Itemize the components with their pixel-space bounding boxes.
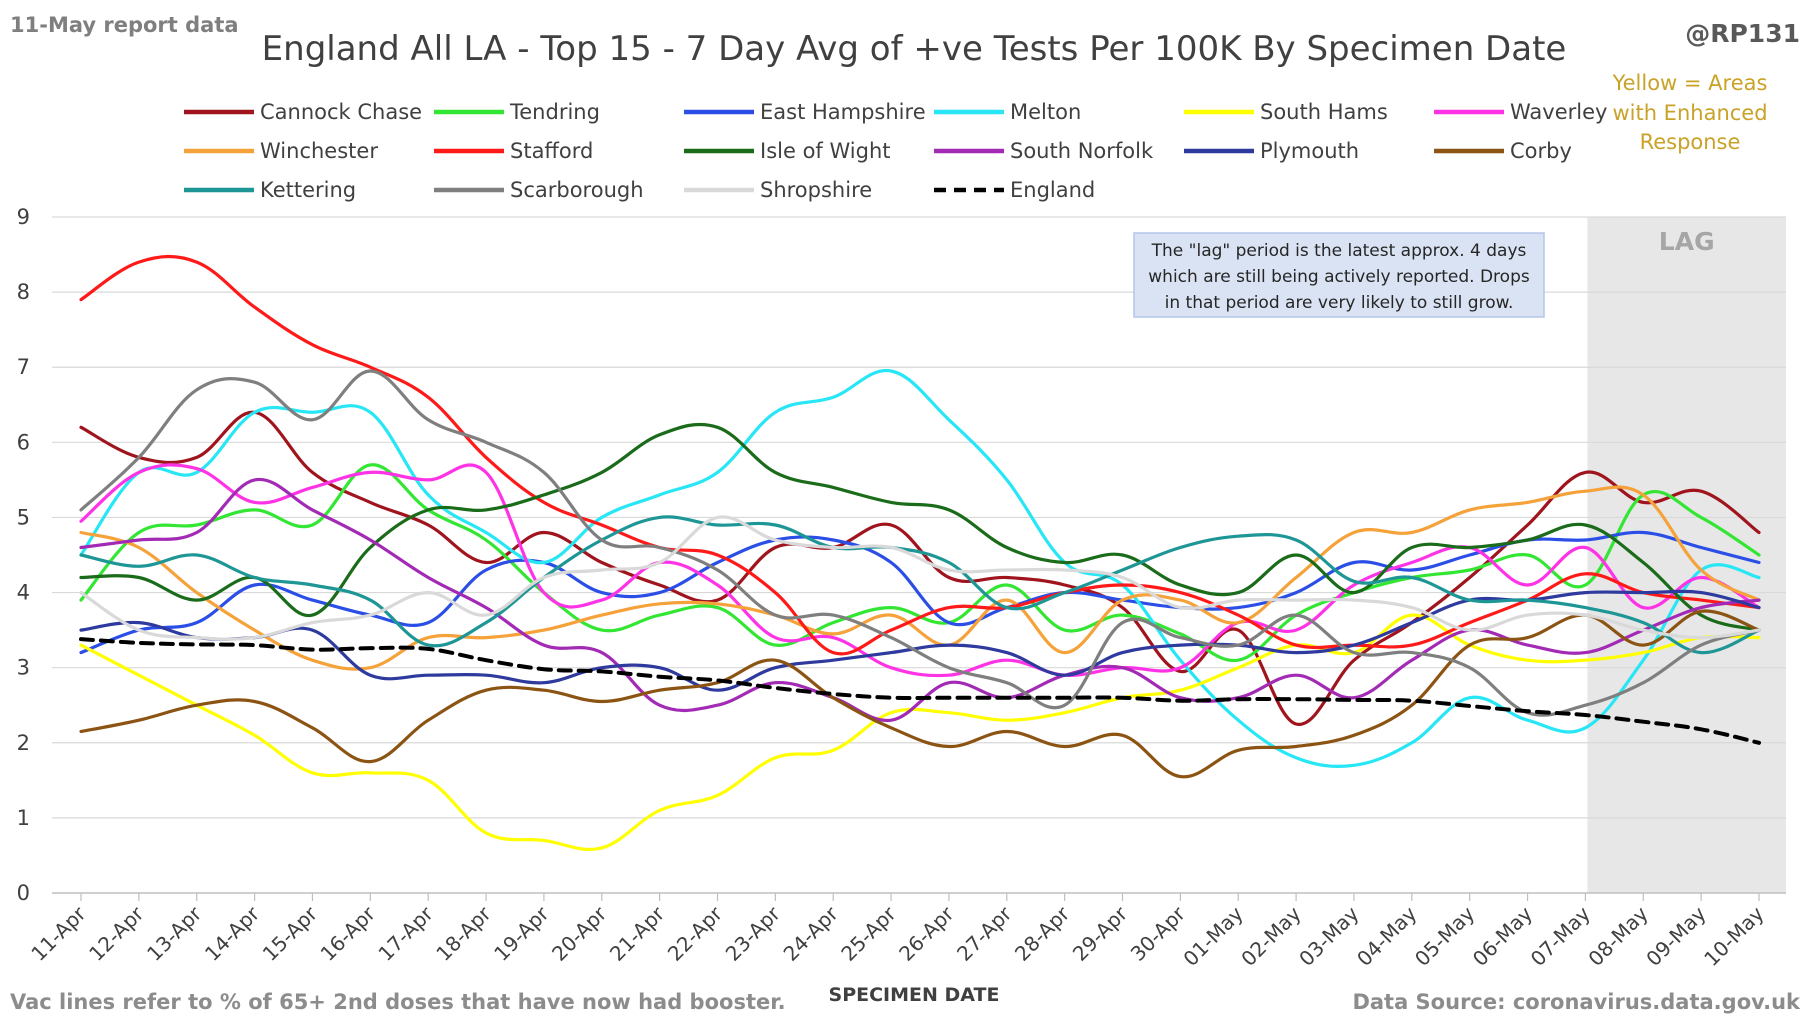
footer-data-source: Data Source: coronavirus.data.gov.uk <box>1352 990 1801 1014</box>
y-tick-label: 3 <box>17 656 30 680</box>
author-handle: @RP131 <box>1685 19 1800 48</box>
lag-note-background <box>1133 232 1545 318</box>
lag-note-line-3: in that period are very likely to still … <box>1165 293 1514 313</box>
series-line-waverley <box>79 463 1761 678</box>
report-date-label: 11-May report data <box>10 13 239 37</box>
yellow-note-line-1: Yellow = Areas <box>1612 71 1768 95</box>
legend-label-south-norfolk: South Norfolk <box>1010 139 1154 163</box>
footer-vac-note: Vac lines refer to % of 65+ 2nd doses th… <box>10 990 786 1014</box>
legend-label-shropshire: Shropshire <box>760 178 872 202</box>
series-line-cannock-chase <box>79 410 1761 726</box>
legend-label-scarborough: Scarborough <box>510 178 644 202</box>
y-tick-label: 2 <box>17 731 30 755</box>
legend-label-kettering: Kettering <box>260 178 356 202</box>
legend-label-england: England <box>1010 178 1095 202</box>
yellow-note-line-3: Response <box>1640 130 1741 154</box>
series-line-shropshire <box>79 515 1761 641</box>
legend: Cannock Chase Tendring East Hampshire Melto… <box>184 100 1607 202</box>
legend-label-isle-of-wight: Isle of Wight <box>760 139 891 163</box>
yellow-note-line-2: with Enhanced <box>1612 101 1767 125</box>
series-line-corby <box>79 609 1761 779</box>
legend-label-winchester: Winchester <box>260 139 378 163</box>
x-axis-title: SPECIMEN DATE <box>829 984 1000 1006</box>
legend-label-stafford: Stafford <box>510 139 593 163</box>
y-axis-ticks: 0 1 2 3 4 5 6 7 8 9 <box>17 205 30 905</box>
lag-note-box: The "lag" period is the latest approx. 4… <box>1133 232 1545 318</box>
lag-note-line-2: which are still being actively reported.… <box>1148 267 1530 287</box>
y-tick-label: 0 <box>17 881 30 905</box>
y-tick-label: 4 <box>17 581 30 605</box>
series-lines <box>79 254 1761 851</box>
legend-label-plymouth: Plymouth <box>1260 139 1359 163</box>
series-line-isle-of-wight <box>79 422 1761 632</box>
legend-label-east-hampshire: East Hampshire <box>760 100 926 124</box>
y-tick-label: 7 <box>17 355 30 379</box>
series-line-melton <box>79 368 1761 769</box>
series-line-stafford <box>79 254 1761 656</box>
y-tick-label: 8 <box>17 280 30 304</box>
series-line-scarborough <box>79 369 1761 717</box>
legend-label-waverley: Waverley <box>1510 100 1607 124</box>
y-tick-label: 5 <box>17 505 30 529</box>
legend-label-cannock-chase: Cannock Chase <box>260 100 422 124</box>
lag-label: LAG <box>1659 227 1715 256</box>
legend-label-south-hams: South Hams <box>1260 100 1388 124</box>
legend-label-corby: Corby <box>1510 139 1572 163</box>
legend-label-tendring: Tendring <box>509 100 600 124</box>
series-line-england <box>79 637 1761 745</box>
y-tick-label: 9 <box>17 205 30 229</box>
chart-title: England All LA - Top 15 - 7 Day Avg of +… <box>262 29 1567 69</box>
legend-label-melton: Melton <box>1010 100 1081 124</box>
y-tick-label: 1 <box>17 806 30 830</box>
lag-note-line-1: The "lag" period is the latest approx. 4… <box>1151 241 1527 261</box>
y-tick-label: 6 <box>17 430 30 454</box>
series-line-kettering <box>79 515 1761 655</box>
